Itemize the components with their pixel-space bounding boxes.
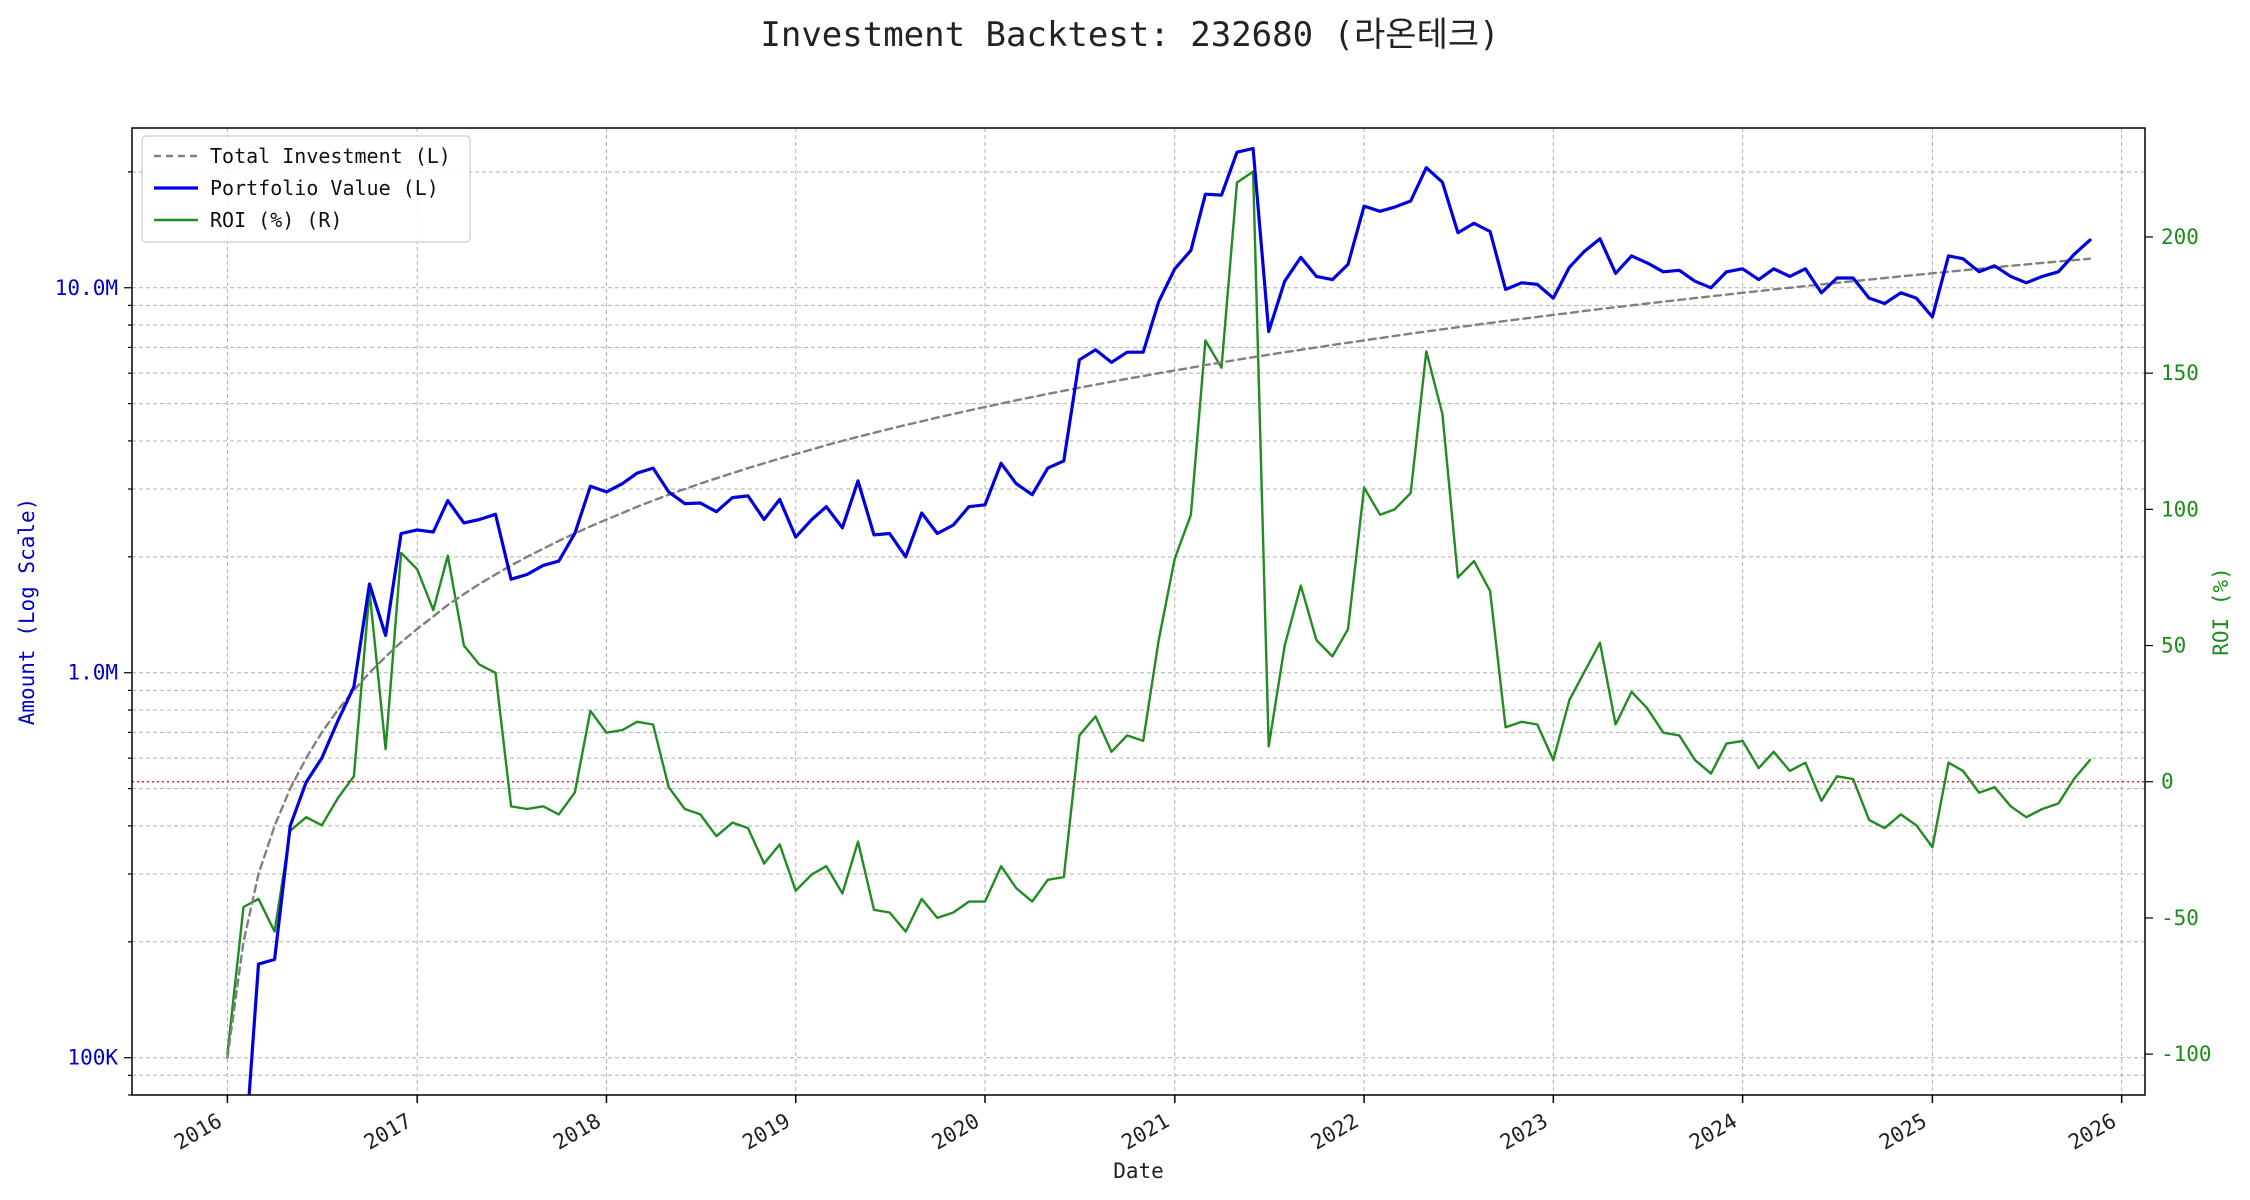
right-tick-label: 0 — [2161, 770, 2174, 794]
legend: Total Investment (L) Portfolio Value (L) R… — [141, 135, 471, 243]
right-tick-label: -100 — [2161, 1042, 2212, 1066]
legend-label: Total Investment (L) — [210, 144, 451, 168]
series-lines — [226, 146, 2092, 1095]
right-tick-label: 100 — [2161, 497, 2199, 521]
left-y-axis-label: Amount (Log Scale) — [15, 498, 39, 726]
plot-area-frame — [131, 127, 2146, 1096]
legend-label: Portfolio Value (L) — [210, 176, 439, 200]
x-tick-label: 2016 — [170, 1109, 226, 1155]
x-tick-label: 2017 — [360, 1109, 416, 1155]
x-tick-label: 2018 — [549, 1109, 605, 1155]
x-tick-label: 2021 — [1117, 1109, 1173, 1155]
x-axis-label: Date — [1113, 1159, 1164, 1183]
x-tick-label: 2026 — [2064, 1109, 2120, 1155]
portfolio-value-line — [247, 146, 2092, 1095]
x-tick-label: 2019 — [738, 1109, 794, 1155]
right-tick-label: 200 — [2161, 225, 2199, 249]
right-tick-label: 150 — [2161, 361, 2199, 385]
x-tick-label: 2022 — [1307, 1109, 1363, 1155]
grid — [132, 128, 2145, 1096]
left-tick-label: 10.0M — [55, 276, 118, 300]
x-tick-label: 2025 — [1875, 1109, 1931, 1155]
left-tick-label: 100K — [67, 1046, 118, 1070]
x-tick-label: 2024 — [1685, 1109, 1741, 1155]
legend-box — [141, 135, 471, 243]
right-tick-label: -50 — [2161, 906, 2199, 930]
total-investment-line — [226, 257, 2092, 1059]
right-tick-label: 50 — [2161, 634, 2186, 658]
x-tick-label: 2020 — [928, 1109, 984, 1155]
chart-title: Investment Backtest: 232680 (라온테크) — [760, 15, 1499, 55]
right-y-axis-label: ROI (%) — [2209, 567, 2233, 656]
left-tick-label: 1.0M — [67, 661, 118, 685]
x-tick-label: 2023 — [1496, 1109, 1552, 1155]
roi-line — [226, 170, 2092, 1056]
legend-label: ROI (%) (R) — [210, 208, 342, 232]
